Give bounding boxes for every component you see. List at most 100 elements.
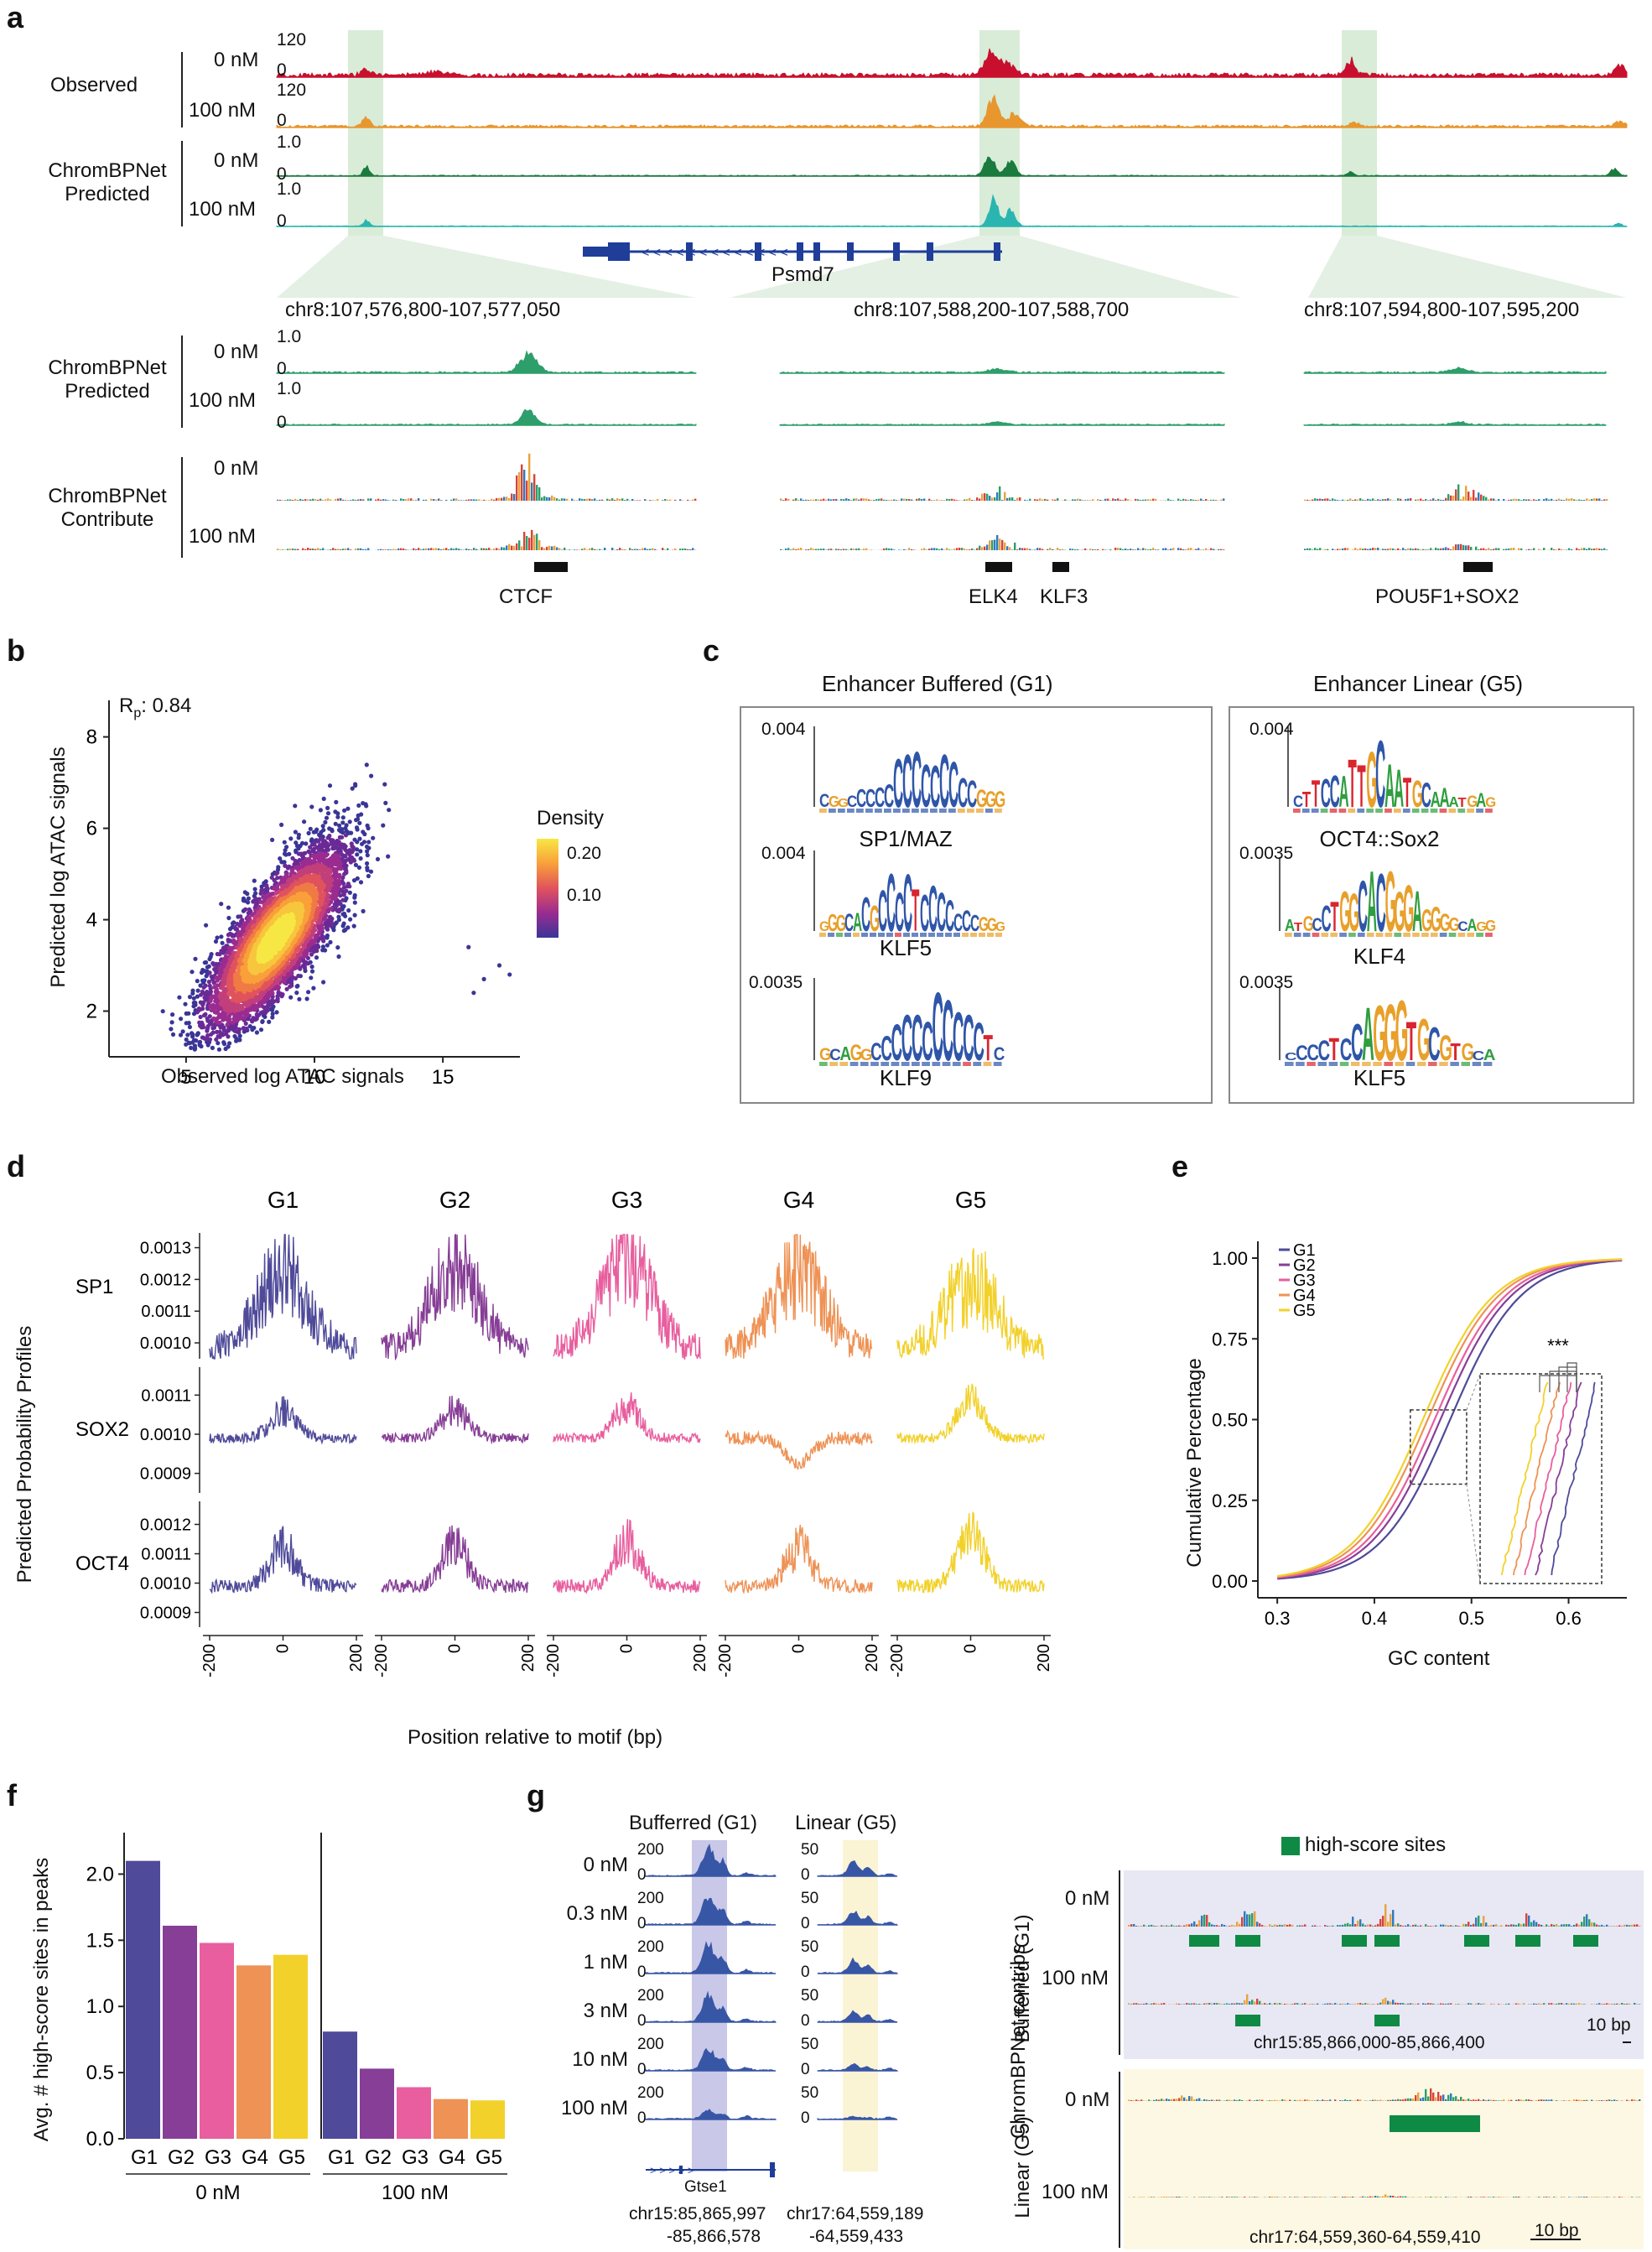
contrib-letter: [491, 498, 493, 501]
contrib-letter: [1435, 500, 1437, 501]
contrib-letter: [1192, 499, 1195, 501]
contrib-letter: [448, 549, 450, 550]
contrib-letter: [297, 500, 299, 501]
contrib-letter: [1520, 500, 1523, 501]
contrib-letter: [1125, 498, 1127, 501]
contrib-letter: [1218, 549, 1220, 550]
contrib-letter: [881, 498, 883, 501]
contrib-letter: [566, 549, 569, 550]
contrib-letter: [1213, 499, 1215, 501]
contrib-letter: [1422, 500, 1425, 501]
scatter-point: [210, 1030, 216, 1035]
contrib-letter: [277, 499, 279, 501]
contrib-letter: [1307, 499, 1309, 501]
scatter-point: [203, 983, 208, 988]
contrib-letter: [692, 548, 694, 550]
contrib-letter: [1057, 548, 1059, 550]
scatter-point: [252, 887, 257, 892]
contrib-letter: [999, 538, 1001, 550]
gene-name-psmd7: Psmd7: [771, 263, 834, 286]
scatter-point: [206, 964, 211, 969]
contrib-letter: [1074, 549, 1077, 550]
contrib-letter: [470, 499, 473, 501]
scatter-point: [246, 900, 251, 905]
scatter-point: [365, 861, 370, 866]
contrib-letter: [1427, 549, 1430, 550]
scatter-point: [270, 837, 275, 842]
contrib-letter: [1172, 548, 1175, 550]
contrib-letter: [604, 548, 606, 550]
scatter-x-tick-label: 10: [304, 1066, 326, 1089]
panel-a-figure: < < < < < < < < < < < < <: [181, 30, 1628, 572]
gene-exon: [927, 242, 933, 261]
scatter-point: [169, 1027, 174, 1032]
contrib-letter: [1563, 500, 1566, 501]
contrib-letter: [589, 548, 591, 550]
scatter-point: [206, 980, 211, 985]
contrib-letter: [1220, 499, 1223, 501]
scatter-point: [340, 815, 345, 820]
contrib-letter: [858, 548, 860, 550]
scatter-point: [300, 963, 306, 969]
contrib-letter: [561, 498, 564, 501]
contrib-100nm-middle: [780, 534, 1225, 550]
contrib-letter: [1208, 500, 1210, 501]
contrib-letter: [626, 498, 629, 501]
contrib-letter: [886, 548, 888, 550]
contrib-letter: [576, 549, 579, 550]
contrib-letter: [503, 497, 506, 501]
contrib-letter: [345, 500, 347, 501]
contrib-letter: [488, 548, 491, 550]
contrib-letter: [468, 499, 470, 501]
scatter-y-tick-label: 8: [86, 726, 97, 749]
contrib-letter: [584, 498, 586, 501]
contrib-letter: [423, 549, 425, 550]
contrib-letter: [1001, 500, 1004, 501]
contrib-letter: [314, 499, 317, 501]
contrib-letter: [647, 549, 649, 550]
contrib-letter: [1077, 549, 1079, 550]
scatter-point: [186, 1011, 191, 1016]
contrib-letter: [989, 540, 991, 550]
contrib-letter: [543, 548, 546, 550]
scatter-point: [190, 970, 195, 975]
scatter-point: [232, 1033, 237, 1039]
contrib-letter: [1132, 549, 1135, 550]
contrib-letter: [923, 548, 926, 550]
contrib-letter: [1475, 546, 1478, 550]
contrib-letter: [599, 549, 601, 550]
scatter-point: [347, 819, 352, 824]
contrib-letter: [1213, 549, 1215, 550]
track-predicted-100nm: [276, 194, 1628, 227]
contrib-letter: [893, 499, 896, 501]
contrib-letter: [594, 498, 596, 501]
contrib-letter: [1568, 498, 1571, 501]
contrib-letter: [1556, 499, 1558, 501]
contrib-letter: [1447, 494, 1450, 501]
contrib-letter: [508, 543, 511, 550]
contrib-letter: [312, 498, 314, 501]
contrib-letter: [1009, 497, 1011, 501]
contrib-letter: [953, 499, 956, 501]
contrib-letter: [1317, 498, 1319, 501]
scatter-point: [350, 786, 355, 791]
contrib-letter: [936, 499, 938, 501]
region-middle: chr8:107,588,200-107,588,700: [854, 299, 1130, 321]
scatter-point: [236, 1002, 241, 1007]
contrib-letter: [1490, 549, 1493, 550]
contrib-letter: [569, 549, 571, 550]
contrib-letter: [619, 498, 621, 501]
contrib-letter: [350, 549, 352, 550]
contrib-letter: [518, 540, 521, 550]
contrib-letter: [438, 548, 440, 550]
contrib-letter: [564, 547, 566, 550]
contrib-letter: [1462, 497, 1465, 501]
contrib-letter: [1180, 548, 1182, 550]
contrib-letter: [1147, 499, 1150, 501]
contrib-letter: [1137, 548, 1140, 550]
contrib-letter: [337, 498, 340, 501]
scatter-point: [193, 1002, 198, 1007]
contrib-letter: [360, 498, 362, 501]
scatter-point: [366, 825, 371, 831]
